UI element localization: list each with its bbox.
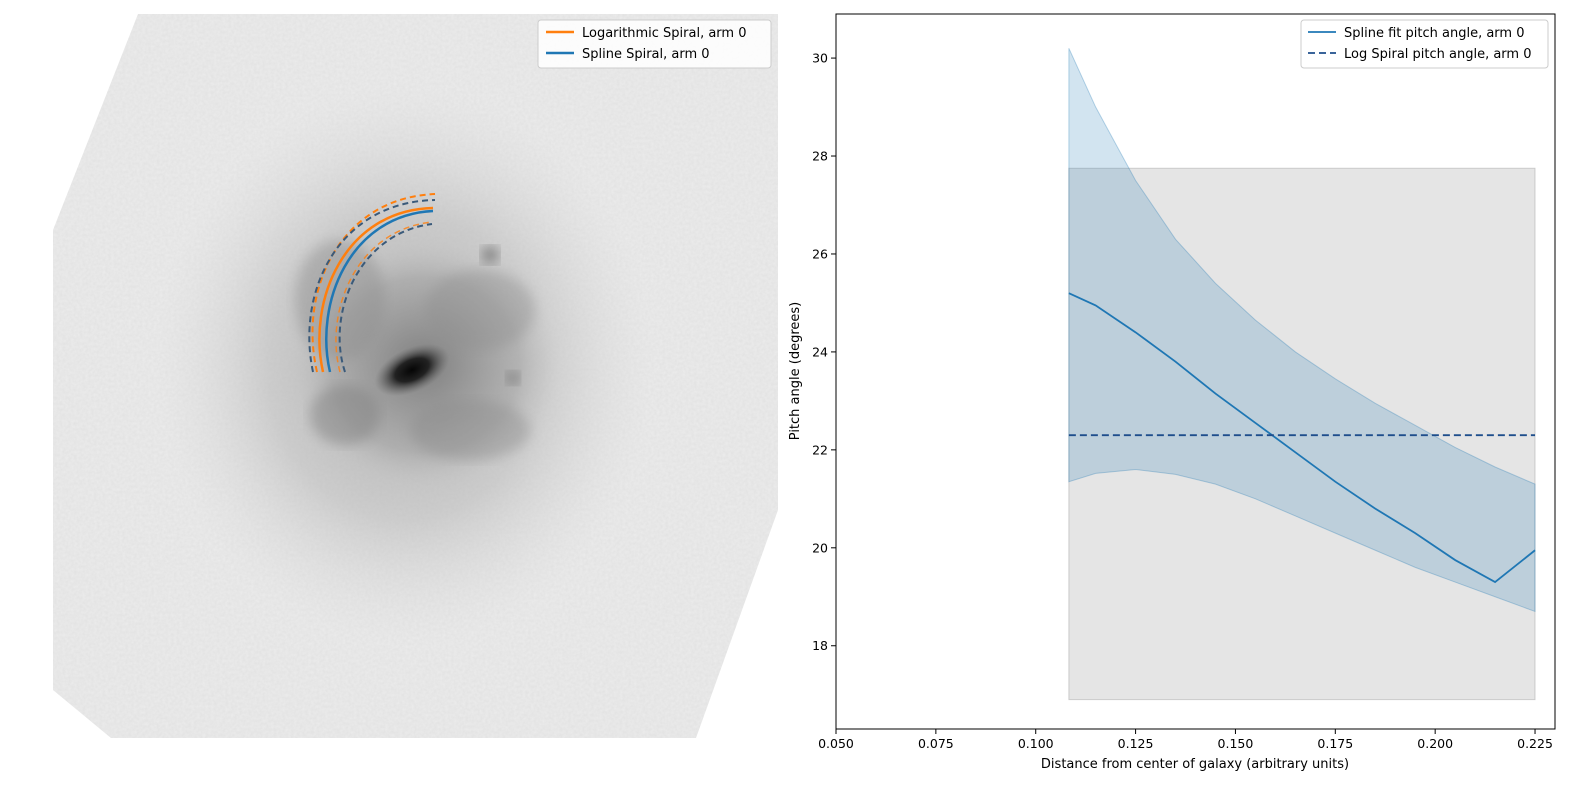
image-legend: Logarithmic Spiral, arm 0 Spline Spiral,… <box>537 19 772 69</box>
y-tick-label: 24 <box>812 344 828 359</box>
y-tick-label: 28 <box>812 149 828 164</box>
image-legend-frame <box>537 19 772 69</box>
log-spiral-arc <box>318 206 434 373</box>
spline-spiral-arc <box>325 209 434 373</box>
galaxy-arm-blob <box>410 400 530 460</box>
x-tick-label: 0.150 <box>1218 736 1254 751</box>
pitch-angle-plot: 0.050 0.075 0.100 0.125 0.150 0.175 0.200 0.225… <box>788 13 1556 772</box>
x-tick-label: 0.075 <box>918 736 954 751</box>
spline-spiral-upper-bound <box>308 199 436 373</box>
plot-legend-frame <box>1300 19 1549 69</box>
y-axis-ticks: 18 20 22 24 26 28 30 <box>812 51 836 653</box>
x-axis-ticks: 0.050 0.075 0.100 0.125 0.150 0.175 0.200 0.225 <box>818 729 1553 751</box>
galaxy-arm-blob <box>425 270 535 350</box>
y-tick-label: 18 <box>812 638 828 653</box>
x-axis-label: Distance from center of galaxy (arbitrar… <box>1041 757 1349 772</box>
y-tick-label: 20 <box>812 540 828 555</box>
plot-legend-label-0: Spline fit pitch angle, arm 0 <box>1344 26 1524 41</box>
galaxy-knot <box>481 246 499 264</box>
spline-uncertainty-band <box>1068 48 1536 613</box>
plot-lines <box>1068 292 1536 584</box>
x-tick-label: 0.175 <box>1317 736 1353 751</box>
plot-legend: Spline fit pitch angle, arm 0 Log Spiral… <box>1300 19 1549 69</box>
y-tick-label: 22 <box>812 442 828 457</box>
x-tick-label: 0.200 <box>1417 736 1453 751</box>
plot-legend-label-1: Log Spiral pitch angle, arm 0 <box>1344 47 1531 62</box>
spline-spiral-lower-bound <box>338 223 433 373</box>
spiral-arcs <box>308 193 436 373</box>
x-tick-label: 0.125 <box>1118 736 1154 751</box>
y-tick-label: 26 <box>812 246 828 261</box>
x-tick-label: 0.050 <box>818 736 854 751</box>
log-spiral-lower-bound <box>335 221 433 373</box>
galaxy-image-panel: Logarithmic Spiral, arm 0 Spline Spiral,… <box>53 14 778 738</box>
log-spiral-uncertainty-band <box>1068 167 1536 701</box>
y-tick-label: 30 <box>812 51 828 66</box>
galaxy-arm-blob <box>310 385 380 445</box>
image-legend-label-0: Logarithmic Spiral, arm 0 <box>582 26 747 41</box>
plot-bands <box>1068 48 1536 701</box>
galaxy-arm-blob <box>295 240 385 360</box>
x-tick-label: 0.225 <box>1517 736 1553 751</box>
galaxy-core <box>374 343 450 397</box>
galaxy-knot <box>506 371 520 385</box>
y-axis-label: Pitch angle (degrees) <box>788 302 803 440</box>
x-tick-label: 0.100 <box>1018 736 1054 751</box>
spline-fit-line <box>1068 292 1536 584</box>
image-legend-label-1: Spline Spiral, arm 0 <box>582 47 710 62</box>
plot-frame <box>835 13 1556 730</box>
